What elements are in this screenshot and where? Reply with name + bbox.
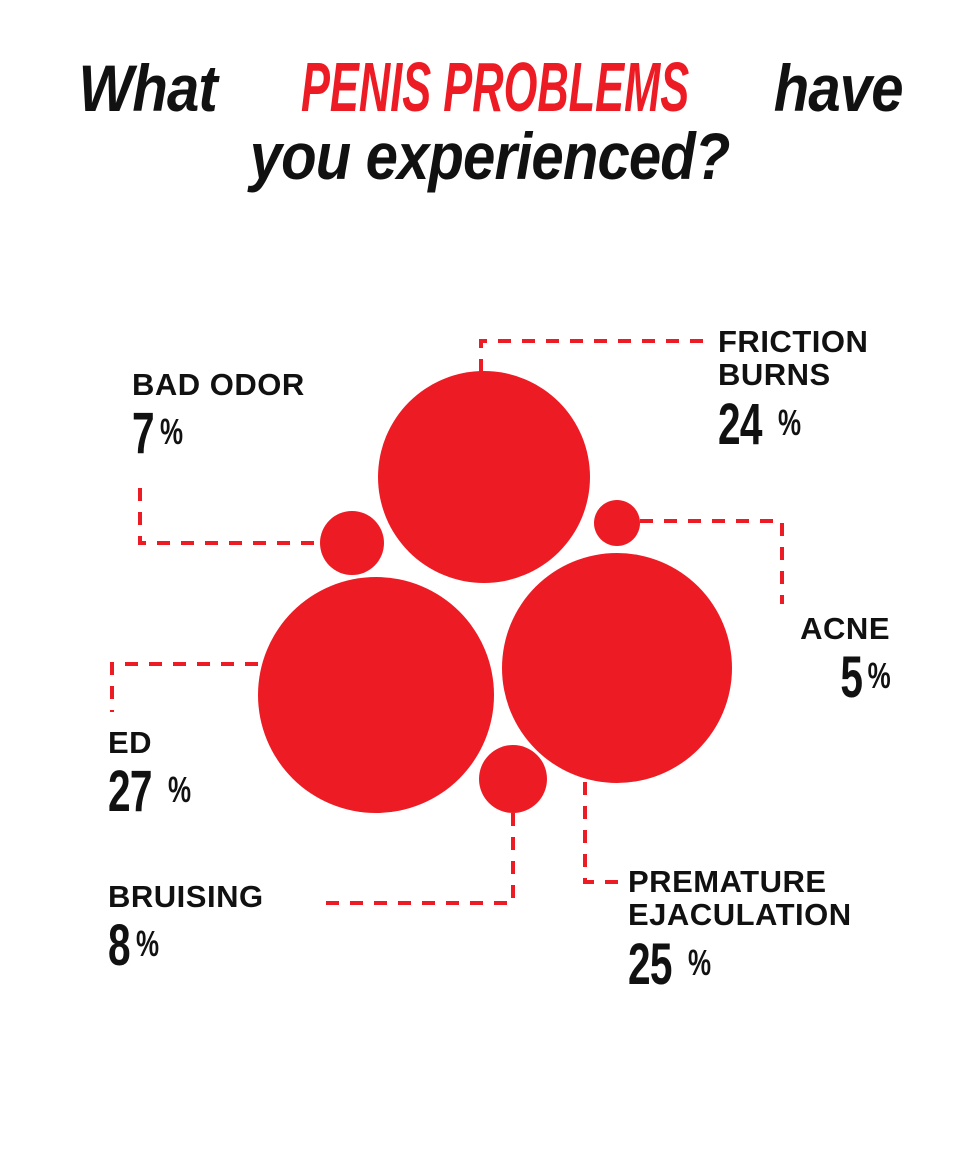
callout-bad-odor-label: BAD ODOR [132,367,305,402]
bubbles [258,371,732,813]
callout-bad-odor-value: 7% [132,405,305,463]
bad-odor-percent-symbol: % [160,411,183,453]
premature-percent-symbol: % [687,941,711,983]
friction-percent-number: 24 [718,391,762,457]
title-line-1: What PENIS PROBLEMS have [0,48,980,126]
title-highlight-penis-problems: PENIS PROBLEMS [301,48,690,126]
callout-premature-label: PREMATURE EJACULATION [628,865,852,932]
connector-lines [110,339,784,905]
callout-ed: ED 27% [108,726,199,821]
callout-premature-value: 25% [628,931,852,997]
connector-bruising [316,813,515,905]
callout-bruising-value: 8% [108,917,264,975]
ed-percent-symbol: % [167,769,191,811]
bubble-acne[interactable] [594,500,640,546]
premature-label-line-2: EJACULATION [628,897,852,933]
bubble-bad-odor[interactable] [320,511,384,575]
title-word-have: have [773,51,903,125]
callout-friction-burns-value: 24% [718,391,868,457]
connector-ed [110,662,258,712]
title-line-2-text: you experienced? [250,119,731,194]
ed-percent-number: 27 [108,759,152,825]
callout-bruising: BRUISING 8% [108,880,264,975]
premature-percent-number: 25 [628,931,672,997]
acne-percent-symbol: % [867,655,891,697]
connector-acne [640,519,784,604]
callout-bruising-label: BRUISING [108,879,264,914]
bruising-percent-number: 8 [108,913,131,979]
callout-acne-label: ACNE [800,611,890,646]
connector-bad-odor [138,488,320,545]
premature-label-line-1: PREMATURE [628,864,827,899]
bruising-percent-symbol: % [136,923,159,965]
callout-bad-odor: BAD ODOR 7% [132,368,305,463]
bubble-premature[interactable] [502,553,732,783]
friction-label-line-2: BURNS [718,357,831,393]
bubble-bruising[interactable] [479,745,547,813]
callout-ed-label: ED [108,725,153,760]
callout-acne-value: 5% [700,645,891,711]
bubble-ed[interactable] [258,577,494,813]
callout-friction-burns-label: FRICTION BURNS [718,325,868,392]
bad-odor-percent-number: 7 [132,401,155,467]
callout-acne: ACNE 5% [700,611,891,711]
callout-friction-burns: FRICTION BURNS 24% [718,325,868,454]
bubble-friction-burns[interactable] [378,371,590,583]
title-line-2: you experienced? [0,119,980,194]
callout-premature-ejaculation: PREMATURE EJACULATION 25% [628,865,852,994]
callout-ed-value: 27% [108,763,199,821]
title-word-what: What [78,51,217,125]
friction-label-line-1: FRICTION [718,324,869,359]
connector-premature [583,782,620,884]
friction-percent-symbol: % [777,401,801,443]
connector-friction-burns [479,339,712,372]
acne-percent-number: 5 [840,645,863,711]
page-title: What PENIS PROBLEMS have you experienced? [0,48,980,194]
